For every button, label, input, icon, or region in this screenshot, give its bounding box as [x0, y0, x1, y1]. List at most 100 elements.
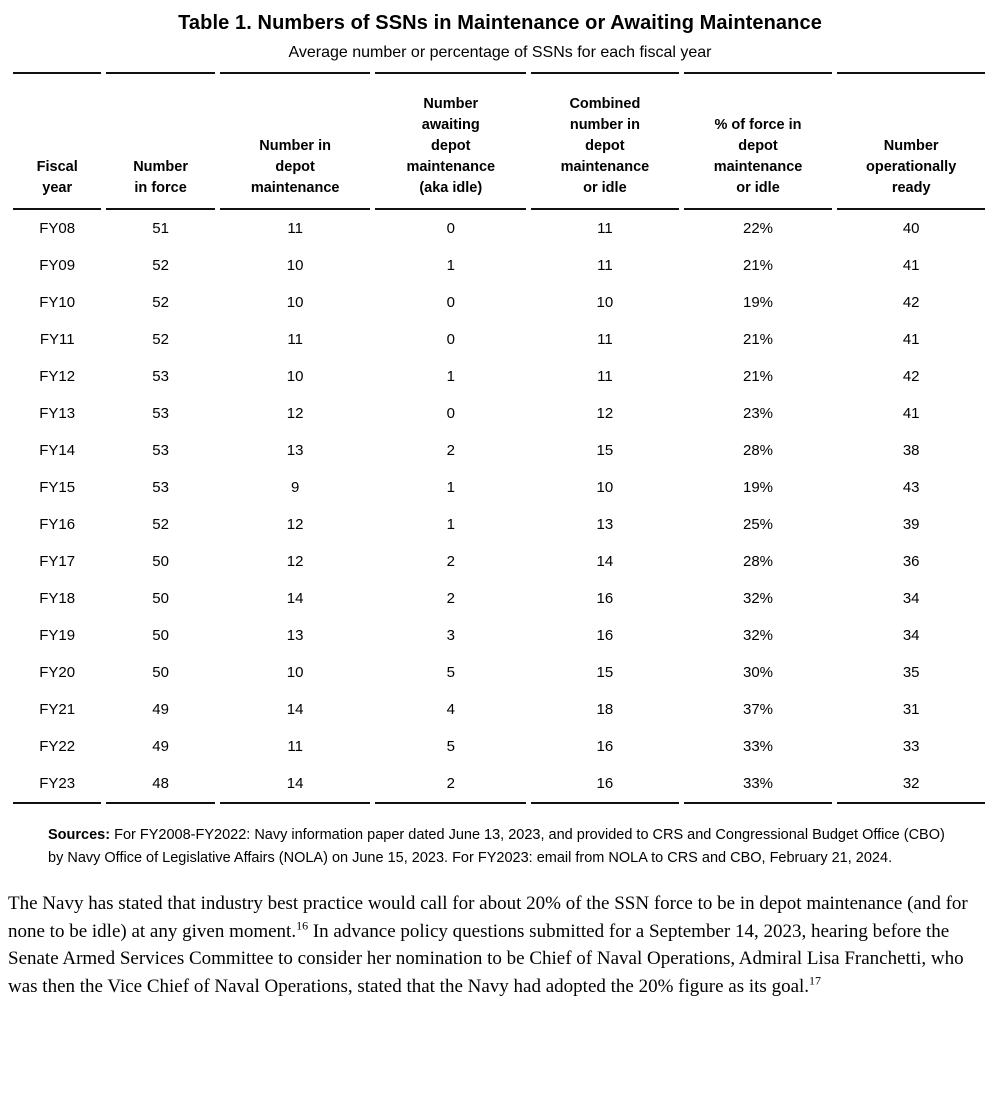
value-cell: 52 — [152, 257, 169, 274]
table-row: FY14 53 13 2 15 28% 38 — [13, 432, 985, 469]
fiscal-year-cell: FY17 — [39, 553, 76, 570]
table-row: FY16 52 12 1 13 25% 39 — [13, 506, 985, 543]
value-cell: 33% — [743, 738, 774, 755]
table-row: FY13 53 12 0 12 23% 41 — [13, 395, 985, 432]
column-header-number-in-force: Number in force — [106, 72, 215, 210]
value-cell: 52 — [152, 294, 169, 311]
value-cell: 31 — [902, 701, 920, 718]
table-row: FY17 50 12 2 14 28% 36 — [13, 543, 985, 580]
fiscal-year-cell: FY09 — [39, 257, 76, 274]
value-cell: 19% — [743, 479, 774, 496]
value-cell: 38 — [902, 442, 920, 459]
value-cell: 49 — [152, 738, 169, 755]
value-cell: 25% — [743, 516, 774, 533]
value-cell: 34 — [902, 627, 920, 644]
value-cell: 14 — [286, 590, 304, 607]
value-cell: 9 — [290, 479, 300, 496]
value-cell: 14 — [286, 701, 304, 718]
value-cell: 12 — [286, 405, 304, 422]
value-cell: 15 — [596, 442, 614, 459]
value-cell: 11 — [597, 368, 613, 385]
value-cell: 12 — [286, 553, 304, 570]
value-cell: 10 — [286, 664, 304, 681]
table-row: FY12 53 10 1 11 21% 42 — [13, 358, 985, 395]
fiscal-year-cell: FY20 — [39, 664, 76, 681]
table-row: FY08 51 11 0 11 22% 40 — [13, 210, 985, 247]
document-page: Table 1. Numbers of SSNs in Maintenance … — [8, 12, 985, 997]
value-cell: 2 — [375, 765, 527, 804]
value-cell: 28% — [743, 442, 774, 459]
value-cell: 53 — [152, 442, 169, 459]
fiscal-year-cell: FY11 — [39, 331, 75, 348]
table-row: FY10 52 10 0 10 19% 42 — [13, 284, 985, 321]
value-cell: 50 — [152, 664, 169, 681]
value-cell: 11 — [597, 331, 613, 348]
value-cell: 13 — [596, 516, 614, 533]
table-sources: Sources: For FY2008-FY2022: Navy informa… — [48, 824, 956, 870]
value-cell: 50 — [152, 627, 169, 644]
value-cell: 3 — [446, 627, 455, 644]
fiscal-year-cell: FY13 — [39, 405, 76, 422]
value-cell: 35 — [902, 664, 920, 681]
value-cell: 10 — [286, 294, 304, 311]
value-cell: 21% — [743, 257, 774, 274]
value-cell: 43 — [902, 479, 920, 496]
value-cell: 53 — [152, 405, 169, 422]
fiscal-year-cell: FY22 — [39, 738, 76, 755]
table-header: Fiscal year Number in force Number in de… — [13, 72, 985, 210]
table-row: FY22 49 11 5 16 33% 33 — [13, 728, 985, 765]
value-cell: 10 — [596, 294, 614, 311]
column-header-percent-of-force: % of force in depot maintenance or idle — [683, 72, 833, 210]
column-header-combined: Combined number in depot maintenance or … — [531, 72, 679, 210]
value-cell: 19% — [743, 294, 774, 311]
paragraph-text-2: In advance policy questions submitted fo… — [8, 920, 964, 997]
value-cell: 33% — [683, 765, 833, 804]
value-cell: 52 — [152, 331, 169, 348]
table-row: FY18 50 14 2 16 32% 34 — [13, 580, 985, 617]
value-cell: 14 — [219, 765, 371, 804]
fiscal-year-cell: FY18 — [39, 590, 76, 607]
value-cell: 42 — [902, 294, 920, 311]
value-cell: 51 — [152, 220, 169, 237]
value-cell: 37% — [743, 701, 774, 718]
value-cell: 16 — [531, 765, 679, 804]
value-cell: 5 — [446, 738, 455, 755]
value-cell: 2 — [446, 442, 455, 459]
value-cell: 10 — [286, 368, 304, 385]
value-cell: 2 — [446, 553, 455, 570]
value-cell: 12 — [596, 405, 614, 422]
value-cell: 32% — [743, 590, 774, 607]
value-cell: 1 — [446, 479, 455, 496]
fiscal-year-cell: FY23 — [13, 765, 102, 804]
table-row: FY19 50 13 3 16 32% 34 — [13, 617, 985, 654]
value-cell: 0 — [446, 294, 455, 311]
table-row: FY11 52 11 0 11 21% 41 — [13, 321, 985, 358]
value-cell: 13 — [286, 442, 304, 459]
table-row: FY23 48 14 2 16 33% 32 — [13, 765, 985, 804]
table-row: FY15 53 9 1 10 19% 43 — [13, 469, 985, 506]
value-cell: 53 — [152, 479, 169, 496]
footnote-ref-17: 17 — [809, 973, 822, 988]
value-cell: 21% — [743, 368, 774, 385]
value-cell: 50 — [152, 590, 169, 607]
value-cell: 16 — [596, 590, 614, 607]
value-cell: 2 — [446, 590, 455, 607]
fiscal-year-cell: FY15 — [39, 479, 76, 496]
value-cell: 32% — [743, 627, 774, 644]
sources-text: For FY2008-FY2022: Navy information pape… — [48, 827, 945, 866]
value-cell: 21% — [743, 331, 774, 348]
value-cell: 50 — [152, 553, 169, 570]
paragraph-text-1: The Navy has stated that industry best p… — [8, 893, 968, 942]
table-body: FY08 51 11 0 11 22% 40 FY09 52 10 1 11 21% 41 FY10 52 10… — [13, 210, 985, 804]
value-cell: 10 — [286, 257, 304, 274]
column-header-operationally-ready: Number operationally ready — [837, 72, 985, 210]
fiscal-year-cell: FY19 — [39, 627, 76, 644]
value-cell: 16 — [596, 627, 614, 644]
value-cell: 22% — [743, 220, 774, 237]
value-cell: 42 — [902, 368, 920, 385]
value-cell: 0 — [446, 220, 455, 237]
column-header-fiscal-year: Fiscal year — [13, 72, 102, 210]
value-cell: 32 — [837, 765, 985, 804]
value-cell: 49 — [152, 701, 169, 718]
column-header-depot-maintenance: Number in depot maintenance — [219, 72, 371, 210]
